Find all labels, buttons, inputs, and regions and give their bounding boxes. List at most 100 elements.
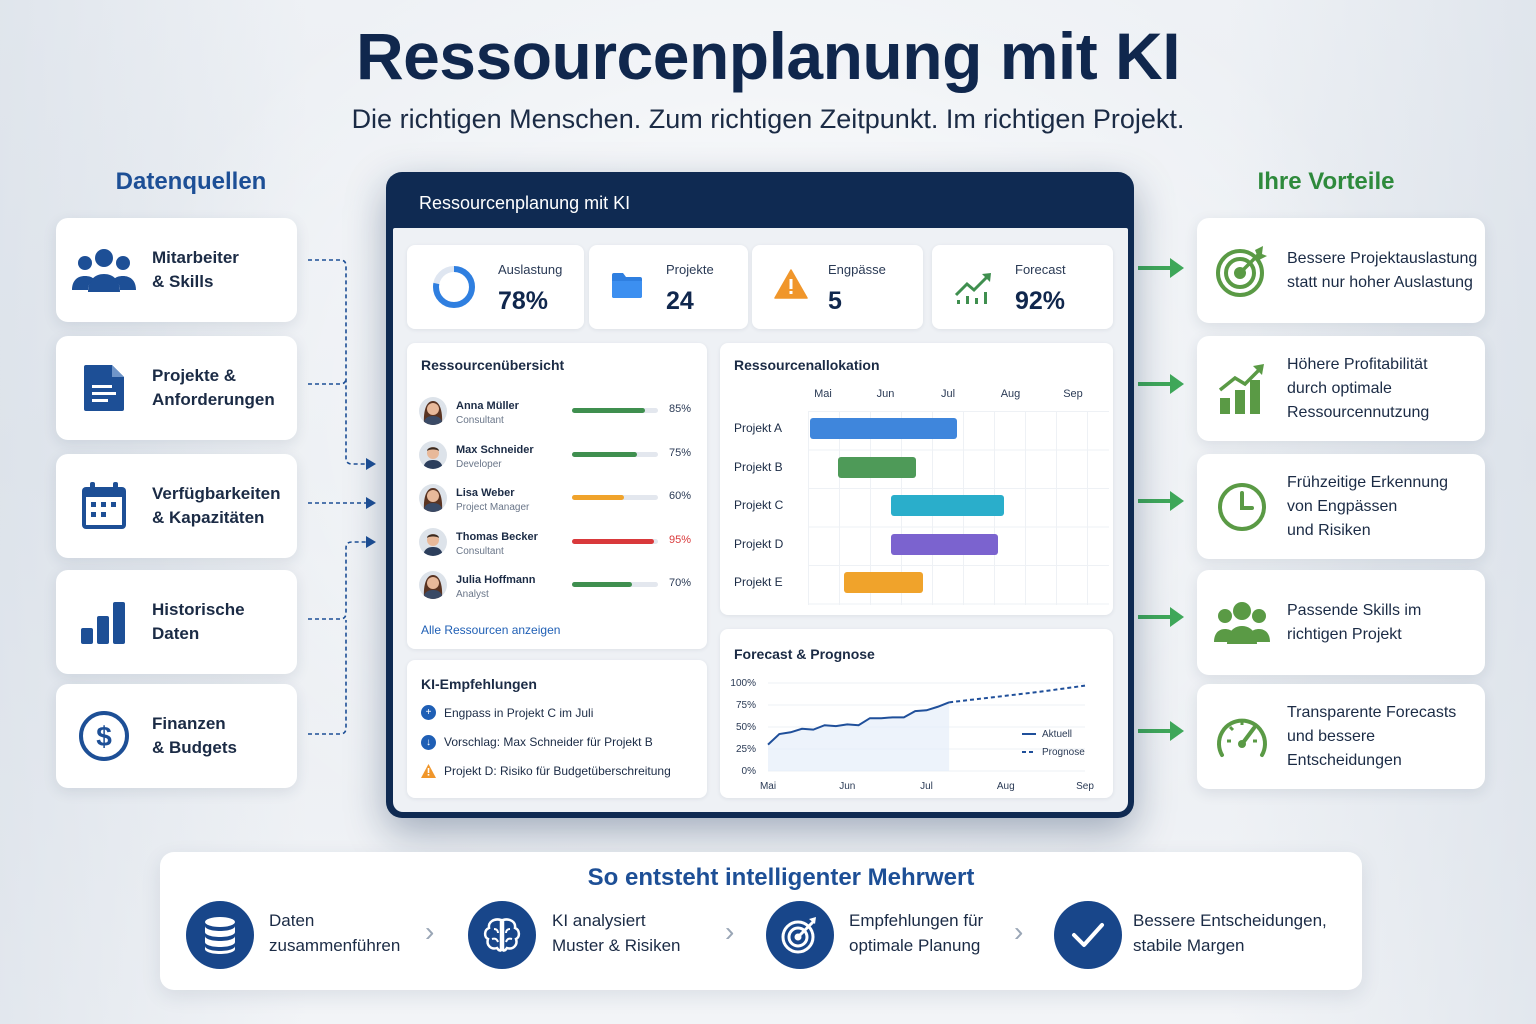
source-card-employees: Mitarbeiter & Skills [56,218,297,322]
brain-icon [468,901,536,969]
dashboard-title: Ressourcenplanung mit KI [419,193,631,213]
legend-label-actual: Aktuell [1042,729,1072,740]
benefit-card-forecasts: Transparente Forecasts und bessere Entsc… [1197,684,1485,789]
source-label: Projekte & Anforderungen [152,366,275,409]
series-line-forecast [949,684,1086,704]
utilization-bar [572,408,658,413]
page-title: Ressourcenplanung mit KI [355,19,1181,93]
panel-title: Ressourcenallokation [734,357,880,373]
gantt-month-label: Jun [876,388,895,400]
gantt-bar[interactable] [844,572,923,593]
person-name: Anna Müller [456,400,519,412]
kpi-label: Engpässe [828,262,886,277]
donut-icon [433,266,475,308]
utilization-bar-fill [572,451,637,457]
person-name: Max Schneider [456,443,534,456]
person-role: Consultant [456,415,504,426]
plus-icon: + [421,705,436,720]
series-line-actual [767,701,950,746]
bar-chart-icon [56,600,152,644]
document-icon [56,363,152,413]
kpi-projects[interactable]: Projekte 24 [589,245,748,329]
source-connectors [308,259,376,735]
kpi-forecast[interactable]: Forecast 92% [932,245,1113,329]
legend-label-forecast: Prognose [1042,747,1085,758]
source-label: Mitarbeiter & Skills [152,248,239,291]
kpi-label: Auslastung [498,262,563,277]
trend-icon [954,273,991,304]
gantt-project-label: Projekt E [734,575,783,589]
gauge-icon [1197,711,1287,763]
gantt-bar[interactable] [891,533,998,555]
recommendation-item[interactable]: Vorschlag: Max Schneider für Projekt B [444,735,653,749]
check-icon [1054,901,1122,969]
benefit-label: Passende Skills im richtigen Projekt [1287,601,1422,643]
utilization-bar [572,582,658,587]
kpi-bottlenecks[interactable]: Engpässe 5 [752,245,923,329]
warning-icon [421,764,436,778]
avatar [419,484,447,512]
y-tick-label: 75% [736,700,756,711]
kpi-label: Forecast [1015,262,1066,277]
avatar [419,397,447,425]
gantt-month-label: Aug [1000,388,1021,400]
dashboard-screen: Auslastung 78% Projekte 24 Engpässe 5 Fo… [393,228,1128,812]
target-icon [1197,244,1287,298]
benefit-label: Frühzeitige Erkennung von Engpässen und … [1287,473,1448,539]
utilization-bar [572,538,658,544]
person-role: Analyst [456,589,489,600]
recommendation-item[interactable]: Projekt D: Risiko für Budgetüberschreitu… [444,764,671,778]
forecast-chart: 0% 25% 50% 75% 100% Mai Jun Jul Aug Sep Aktuell Pro… [730,678,1094,792]
source-card-history: Historische Daten [56,570,297,674]
target-icon [766,901,834,969]
gantt-bar[interactable] [891,495,1004,516]
kpi-label: Projekte [666,262,714,277]
gantt-bar[interactable] [810,418,957,439]
resource-overview-panel: Ressourcenübersicht Anna Müller Consultan… [407,343,707,649]
step-label: Bessere Entscheidungen, stabile Margen [1133,911,1327,955]
ai-recommendations-panel: KI-Empfehlungen + Engpass in Projekt C i… [407,660,707,798]
y-tick-label: 0% [742,766,757,777]
gantt-project-label: Projekt D [734,536,784,551]
x-tick-label: Jul [920,781,933,792]
sources-heading: Datenquellen [115,168,267,195]
avatar [419,571,447,599]
x-tick-label: Sep [1076,781,1094,792]
utilization-percent: 85% [669,403,692,415]
kpi-value: 5 [828,287,842,315]
avatar [419,527,447,556]
step-label: Empfehlungen für optimale Planung [849,911,984,955]
utilization-bar-fill [572,582,633,587]
step-label: KI analysiert Muster & Risiken [552,911,681,955]
warning-icon [774,269,808,299]
kpi-value: 24 [666,287,694,315]
y-tick-label: 25% [736,744,756,755]
gantt-project-label: Projekt A [734,421,783,435]
forecast-panel: Forecast & Prognose 0% 25% 50% 75% 100% Mai Ju… [720,629,1113,798]
person-name: Thomas Becker [456,530,538,543]
gantt-project-label: Projekt B [734,459,783,474]
benefit-label: Bessere Projektauslastung statt nur hohe… [1287,249,1478,291]
benefit-card-profit: Höhere Profitabilität durch optimale Res… [1197,336,1485,441]
source-card-finance: $ Finanzen & Budgets [56,684,297,788]
show-all-resources-link[interactable]: Alle Ressourcen anzeigen [421,623,561,637]
kpi-value: 92% [1015,287,1066,315]
recommendation-item[interactable]: Engpass in Projekt C im Juli [444,706,594,720]
gantt-bar[interactable] [838,456,917,478]
kpi-value: 78% [498,287,549,315]
avatar [419,440,447,469]
y-tick-label: 100% [730,678,756,689]
utilization-bar [572,451,658,457]
person-name: Lisa Weber [456,487,515,499]
source-label: Verfügbarkeiten & Kapazitäten [152,484,281,527]
utilization-percent: 60% [669,490,692,502]
utilization-bar [572,495,658,500]
x-tick-label: Aug [997,781,1015,792]
svg-text:$: $ [96,721,112,752]
calendar-icon [56,481,152,531]
kpi-utilization[interactable]: Auslastung 78% [407,245,584,329]
process-title: So entsteht intelligenter Mehrwert [587,864,975,891]
process-flow [160,852,1362,990]
clock-icon [1197,481,1287,533]
gantt-month-label: Mai [814,388,832,400]
